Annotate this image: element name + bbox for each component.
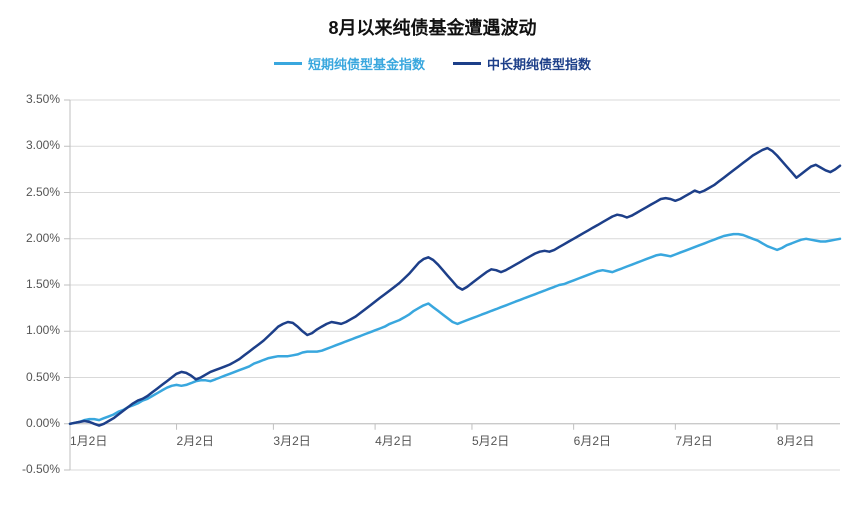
series-line-0 [70, 234, 840, 424]
x-tick-label: 5月2日 [472, 432, 509, 449]
x-tick-label: 8月2日 [777, 432, 814, 449]
chart-svg [0, 0, 865, 508]
y-tick-label: 0.50% [26, 370, 60, 384]
x-tick-label: 6月2日 [574, 432, 611, 449]
y-tick-label: 3.50% [26, 92, 60, 106]
x-tick-label: 3月2日 [273, 432, 310, 449]
y-tick-label: 2.00% [26, 231, 60, 245]
x-tick-label: 2月2日 [177, 432, 214, 449]
x-tick-label: 7月2日 [675, 432, 712, 449]
x-tick-label: 1月2日 [70, 432, 107, 449]
chart-container: 8月以来纯债基金遭遇波动 短期纯债型基金指数中长期纯债型指数 -0.50%0.0… [0, 0, 865, 508]
y-tick-label: 3.00% [26, 138, 60, 152]
y-tick-label: -0.50% [22, 462, 60, 476]
x-tick-label: 4月2日 [375, 432, 412, 449]
plot-area: -0.50% 0.00% 0.50% 1.00% 1.50% 2.00% 2.50% 3.00… [0, 0, 865, 508]
y-tick-label: 1.00% [26, 323, 60, 337]
y-tick-label: 2.50% [26, 185, 60, 199]
y-tick-label: 1.50% [26, 277, 60, 291]
y-tick-label: 0.00% [26, 416, 60, 430]
